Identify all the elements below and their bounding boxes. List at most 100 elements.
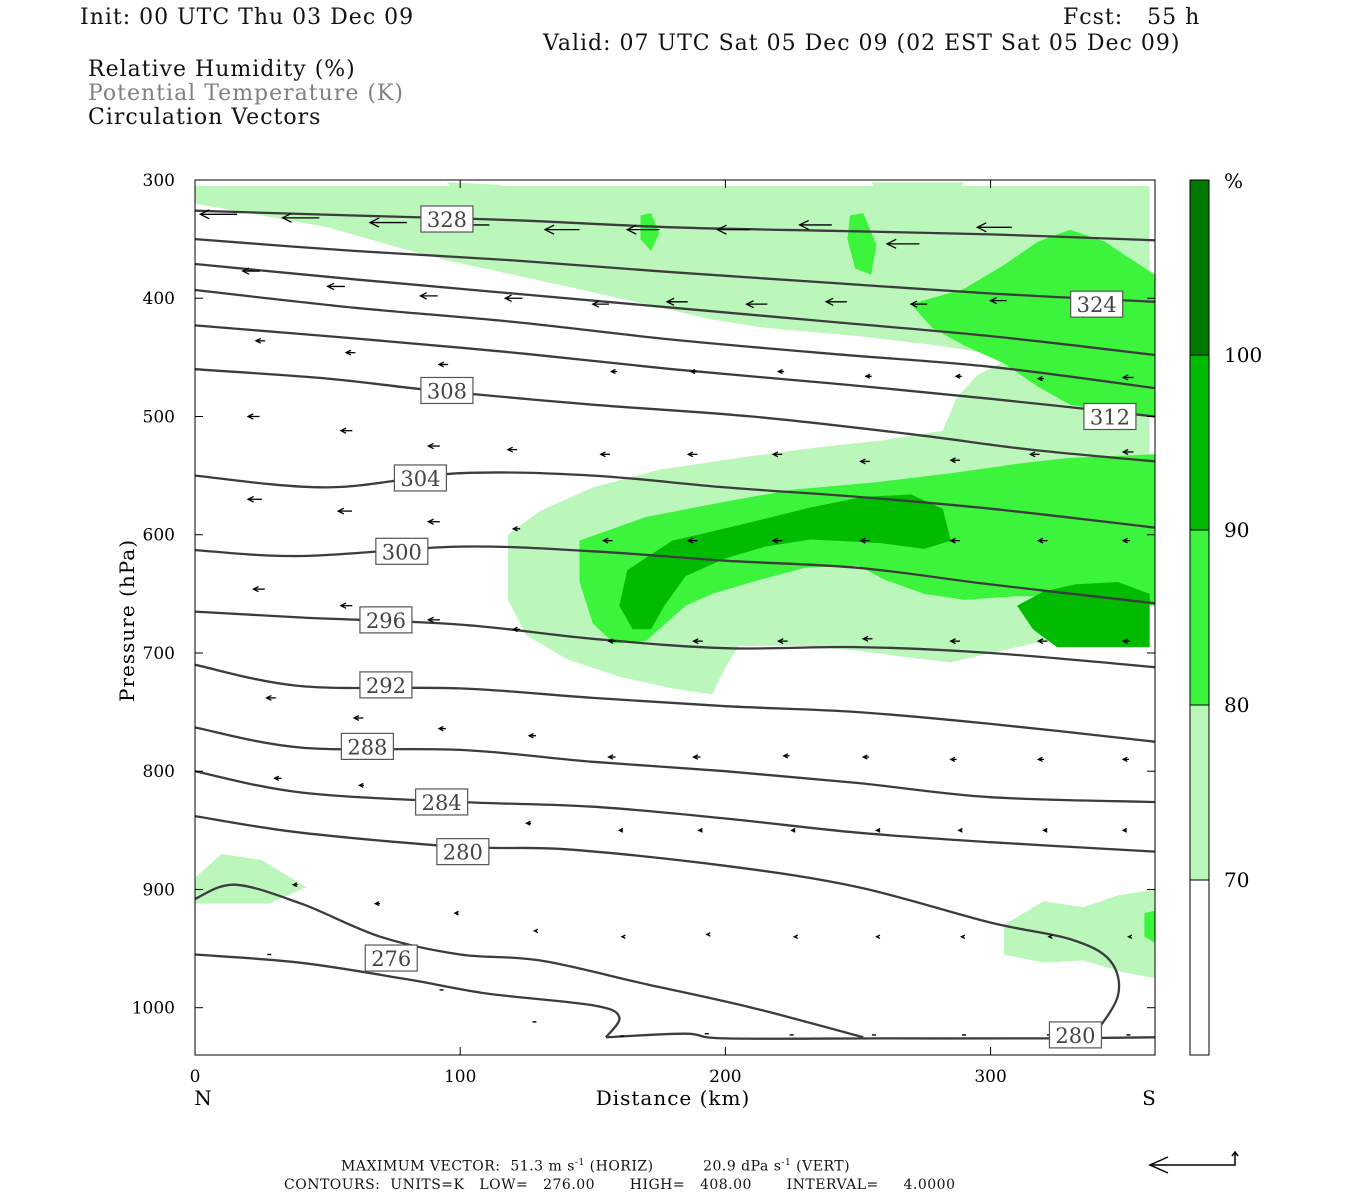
vector-head: [506, 446, 513, 453]
vector-head: [1121, 537, 1128, 544]
vector-arrow: [745, 300, 768, 309]
vector-head: [198, 209, 210, 220]
vector-arrow: [525, 820, 532, 826]
theta-contour-316: [195, 288, 1155, 390]
vector-arrow: [418, 292, 438, 300]
vector-arrow: [771, 451, 783, 458]
vector-arrow: [949, 638, 961, 645]
vector-head: [418, 292, 428, 300]
colorbar-segment-2: [1190, 530, 1209, 705]
vector-arrow: [705, 932, 711, 937]
contour-labels: 328 324 312 308 304 300 296 292 288 284 280 276 280: [340, 205, 1137, 1049]
vector-arrow: [1036, 537, 1048, 544]
vector-head: [909, 300, 918, 308]
theta-label-box: [359, 606, 413, 634]
vector-arrow: [1028, 451, 1040, 458]
vector-arrow: [875, 827, 881, 833]
theta-label-text: 280: [443, 841, 483, 865]
y-tick-label-700: 700: [143, 644, 175, 664]
y-tick-label-300: 300: [143, 171, 175, 191]
colorbar-segment-1: [1190, 705, 1209, 880]
colorbar-unit: %: [1224, 169, 1243, 193]
vector-head: [254, 337, 262, 344]
vector-arrow: [198, 209, 238, 220]
vector-arrow: [291, 882, 298, 888]
vector-arrow: [607, 754, 616, 760]
theta-label-308: 308: [420, 376, 474, 405]
x-tick-label-100: 100: [444, 1067, 476, 1087]
vector-head: [607, 754, 614, 760]
rh-80-region-4: [1144, 910, 1155, 943]
vector-head: [1121, 374, 1129, 381]
vector-head: [954, 373, 961, 379]
vector-head: [949, 537, 956, 544]
vector-arrow: [771, 537, 783, 544]
theta-label-box: [340, 732, 394, 760]
rh-70-region-4: [871, 182, 965, 216]
vector-head: [782, 753, 789, 759]
vector-arrow: [949, 756, 957, 763]
vector-head: [273, 775, 280, 782]
theta-label-text: 284: [422, 791, 462, 815]
init-time: Init: 00 UTC Thu 03 Dec 09: [80, 5, 415, 30]
vector-head: [949, 756, 956, 763]
theta-label-text: 280: [1055, 1024, 1095, 1048]
vector-head: [1047, 934, 1053, 940]
theta-label-text: 328: [427, 208, 467, 232]
vector-arrow: [254, 337, 266, 344]
vector-arrow: [989, 296, 1007, 305]
axes: 300 400 500 600 700 800 900 1000 0 100 200 300 Dista…: [115, 171, 1156, 1110]
vector-arrow: [1121, 537, 1131, 544]
vector-arrow: [368, 217, 407, 228]
vector-arrow: [527, 733, 537, 739]
vector-head: [864, 373, 871, 379]
theta-contour-276: [195, 883, 864, 1039]
legend-vectors: Circulation Vectors: [88, 105, 322, 130]
vector-arrow: [620, 934, 626, 940]
x-end-label-right: S: [1142, 1086, 1156, 1110]
vector-head: [1036, 756, 1043, 763]
max-vector-text: MAXIMUM VECTOR: 51.3 m s-1 (HORIZ) 20.9 …: [341, 1158, 851, 1175]
vector-head: [246, 495, 254, 503]
theta-contour-320: [195, 262, 1155, 357]
vector-arrow: [1036, 376, 1045, 382]
vector-arrow: [861, 754, 870, 760]
vector-head: [1121, 827, 1128, 833]
vector-head: [692, 754, 699, 760]
vector-head: [1042, 827, 1048, 833]
vector-head: [859, 458, 866, 465]
vector-head: [1036, 376, 1043, 382]
vector-arrow: [859, 458, 870, 465]
vector-arrow: [824, 297, 847, 306]
theta-contour-272: [195, 953, 621, 1039]
vector-arrow: [607, 638, 616, 644]
theta-contour-328: [195, 209, 1155, 242]
vector-arrow: [715, 224, 750, 235]
rh-80-region-0: [579, 454, 1155, 644]
vector-arrow: [1036, 756, 1045, 763]
vector-head: [241, 267, 250, 275]
theta-label-text: 304: [400, 467, 440, 491]
vector-head: [511, 626, 518, 633]
rh-80-region-3: [847, 213, 877, 275]
vector-arrow: [543, 224, 580, 235]
vector-head: [1028, 451, 1036, 458]
vector-arrow: [511, 626, 521, 633]
vector-arrow: [599, 451, 610, 458]
vector-arrow: [344, 349, 356, 356]
theta-label-276: 276: [364, 944, 418, 972]
theta-contour-292: [195, 663, 1155, 743]
vector-arrow: [453, 910, 459, 916]
vector-head: [352, 715, 360, 721]
vector-arrow: [798, 219, 832, 231]
theta-label-box: [436, 838, 490, 866]
vector-arrow: [251, 585, 265, 593]
vector-head: [527, 733, 534, 739]
rh-80-region-2: [640, 213, 660, 251]
vector-head: [599, 451, 606, 458]
vector-arrow: [265, 694, 276, 701]
vector-head: [339, 427, 347, 434]
x-tick-label-300: 300: [974, 1067, 1006, 1087]
vector-arrow: [1042, 827, 1048, 833]
